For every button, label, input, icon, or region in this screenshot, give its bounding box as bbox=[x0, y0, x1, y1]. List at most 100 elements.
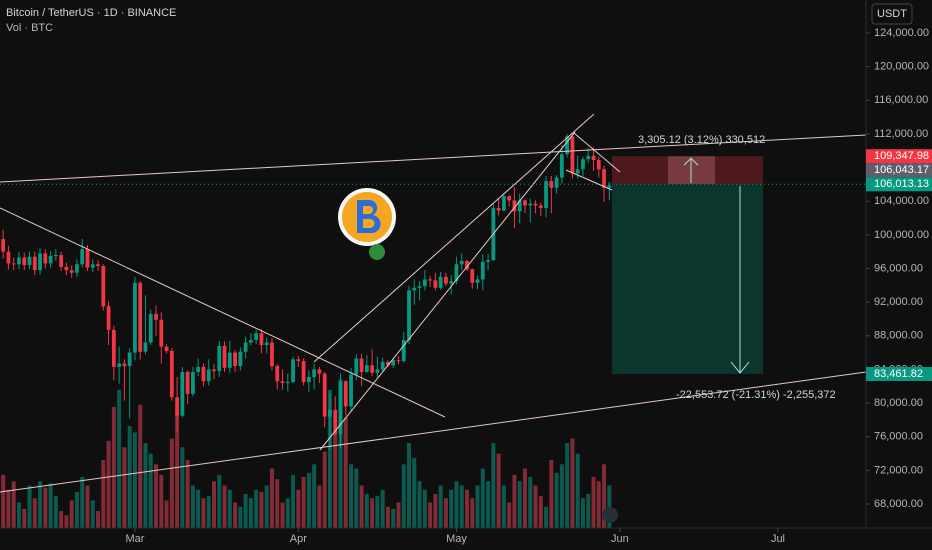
volume-bar bbox=[312, 464, 317, 528]
volume-bar bbox=[48, 483, 53, 528]
candle-body bbox=[196, 366, 201, 372]
candle-body bbox=[85, 249, 90, 268]
x-tick-label: Jul bbox=[771, 533, 785, 545]
candle-body bbox=[570, 136, 575, 174]
price-label: 109,347.98 bbox=[874, 150, 929, 162]
candle-body bbox=[59, 255, 64, 267]
volume-bar bbox=[364, 494, 369, 528]
profit-label: 3,305.12 (3.12%) 330,512 bbox=[638, 134, 765, 146]
candle-body bbox=[417, 286, 422, 288]
volume-bar bbox=[396, 502, 401, 528]
y-tick-label: 72,000.00 bbox=[874, 464, 923, 476]
volume-bar bbox=[22, 508, 27, 528]
trend-line bbox=[0, 371, 867, 493]
volume-bar bbox=[154, 464, 159, 528]
candle-body bbox=[169, 350, 174, 398]
y-tick-label: 112,000.00 bbox=[874, 128, 928, 140]
candle-body bbox=[449, 281, 454, 284]
candle-body bbox=[164, 346, 169, 351]
volume-bar bbox=[607, 485, 612, 528]
candle-body bbox=[375, 369, 380, 373]
trend-line bbox=[0, 134, 867, 183]
volume-bar bbox=[16, 502, 21, 528]
volume-bar bbox=[43, 487, 48, 528]
price-label: 106,043.17 bbox=[874, 164, 929, 176]
candle-body bbox=[338, 381, 343, 435]
candle-body bbox=[480, 261, 485, 280]
volume-bar bbox=[238, 506, 243, 528]
candle-body bbox=[17, 257, 21, 265]
candle-body bbox=[11, 263, 16, 265]
volume-bar bbox=[454, 481, 459, 528]
x-tick-label: Mar bbox=[125, 533, 144, 545]
candle-body bbox=[581, 159, 585, 170]
volume-bar bbox=[349, 464, 354, 528]
currency-box[interactable] bbox=[871, 3, 913, 25]
trend-line bbox=[0, 207, 446, 418]
volume-bar bbox=[259, 491, 264, 528]
candle-body bbox=[586, 155, 591, 160]
volume-bar bbox=[317, 485, 322, 528]
candle-body bbox=[1, 239, 6, 252]
logo-glyph bbox=[357, 200, 381, 234]
candle-body bbox=[43, 253, 48, 264]
candle-body bbox=[322, 373, 327, 417]
candle-body bbox=[454, 264, 459, 282]
volume-bar bbox=[570, 438, 575, 528]
currency[interactable]: USDT bbox=[877, 8, 907, 20]
volume-bar bbox=[438, 485, 443, 528]
bitcoin-logo bbox=[338, 188, 396, 260]
candle-body bbox=[280, 381, 285, 383]
volume-bar bbox=[306, 472, 311, 528]
candle-body bbox=[22, 257, 27, 266]
drawings bbox=[0, 113, 867, 493]
candle-body bbox=[512, 200, 517, 212]
candle-body bbox=[122, 363, 127, 367]
candle-body bbox=[475, 279, 480, 283]
volume-bar bbox=[549, 460, 554, 528]
volume-bar bbox=[106, 440, 111, 528]
candle-body bbox=[559, 154, 564, 178]
volume-bar bbox=[544, 506, 549, 528]
candle-body bbox=[554, 177, 559, 188]
volume-bar bbox=[575, 453, 580, 528]
candle-body bbox=[238, 351, 243, 367]
volume-bar bbox=[380, 489, 385, 528]
volume-bar bbox=[586, 494, 591, 528]
candle-body bbox=[248, 339, 253, 343]
volume-bar bbox=[185, 460, 190, 528]
volume-bar bbox=[596, 481, 601, 528]
volume-bar bbox=[254, 489, 259, 528]
candle-body bbox=[296, 359, 301, 362]
volume-bar bbox=[222, 485, 227, 528]
candle-body bbox=[459, 260, 464, 265]
volume-bar bbox=[74, 491, 79, 528]
volume-bar bbox=[359, 485, 364, 528]
volume-bar bbox=[538, 496, 543, 528]
volume-bar bbox=[233, 502, 238, 528]
volume-bar bbox=[385, 506, 390, 528]
candle-body bbox=[328, 409, 332, 417]
volume-bar bbox=[391, 508, 396, 528]
candle-body bbox=[32, 256, 37, 271]
candle-body bbox=[270, 342, 274, 367]
candle-body bbox=[422, 279, 427, 287]
candle-body bbox=[201, 366, 206, 382]
candle-body bbox=[143, 342, 148, 352]
candle-body bbox=[565, 136, 570, 155]
volume-bar bbox=[327, 389, 332, 528]
volume-bar bbox=[69, 500, 74, 528]
volume-bar bbox=[138, 404, 143, 528]
candle-body bbox=[259, 333, 264, 346]
volume-bar bbox=[127, 426, 132, 528]
replay-icon[interactable] bbox=[602, 507, 618, 523]
volume-bar bbox=[501, 485, 506, 528]
candle-body bbox=[591, 155, 596, 161]
candle-body bbox=[370, 365, 375, 373]
volume-bar bbox=[227, 489, 232, 528]
volume-bar bbox=[175, 411, 180, 528]
candle-body bbox=[27, 256, 32, 266]
candle-body bbox=[517, 200, 522, 212]
candle-body bbox=[38, 253, 42, 271]
volume-bar bbox=[38, 481, 43, 528]
